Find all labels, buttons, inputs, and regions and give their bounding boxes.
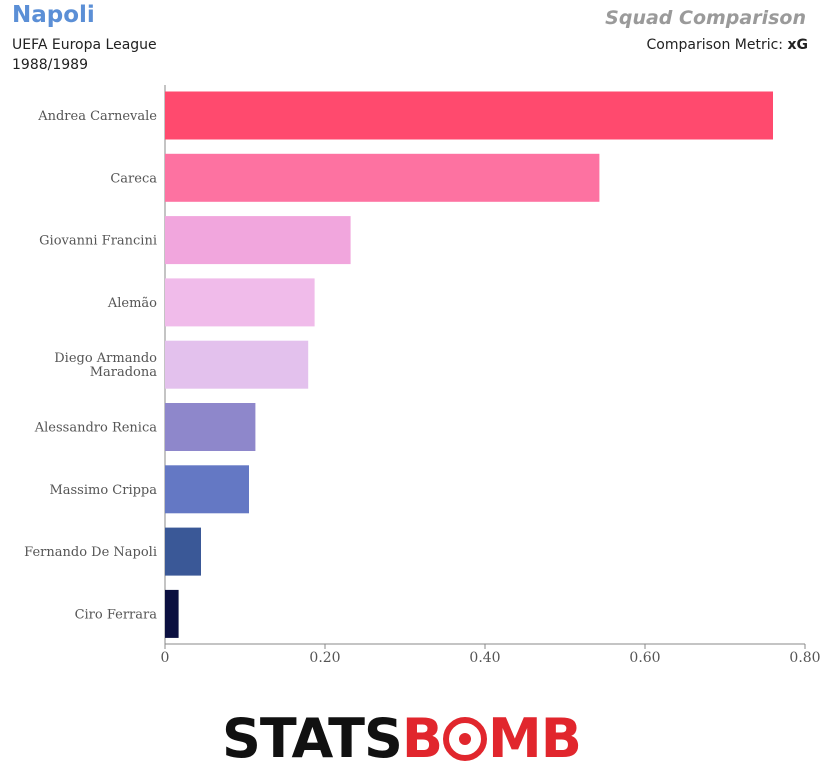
x-tick-label: 0.20 <box>309 650 340 666</box>
category-label: Giovanni Francini <box>39 234 157 249</box>
category-label: Alessandro Renica <box>34 421 157 436</box>
comparison-metric: Comparison Metric: xG <box>647 37 809 53</box>
competition-name: UEFA Europa League <box>12 37 157 53</box>
metric-value: xG <box>787 37 808 53</box>
category-label: Diego Armando <box>54 351 157 366</box>
bar-chart: Andrea Carnevale Careca Giovanni Francini A… <box>24 85 820 666</box>
target-icon <box>443 717 488 761</box>
x-tick-label: 0.80 <box>789 650 820 666</box>
category-label: Andrea Carnevale <box>37 109 157 124</box>
category-label: Alemão <box>107 296 157 311</box>
x-tick-label: 0 <box>161 650 170 666</box>
logo-text-b: B <box>401 707 443 770</box>
x-tick-label: 0.40 <box>469 650 500 666</box>
category-label: Careca <box>110 171 157 186</box>
bar <box>165 91 773 140</box>
category-label: Maradona <box>90 365 158 380</box>
chart-title: Squad Comparison <box>605 7 806 29</box>
logo-text-stats: STATS <box>222 707 403 770</box>
bar <box>165 589 179 638</box>
category-label: Fernando De Napoli <box>24 545 157 560</box>
team-name: Napoli <box>12 2 95 28</box>
bar <box>165 465 249 514</box>
logo-text-mb: MB <box>488 707 582 770</box>
bar <box>165 216 351 265</box>
bar <box>165 403 256 451</box>
bar <box>165 527 201 576</box>
statsbomb-logo: STATS B MB <box>222 707 582 770</box>
x-tick-label: 0.60 <box>629 650 660 666</box>
bar <box>165 340 309 389</box>
bar <box>165 278 315 327</box>
category-label: Ciro Ferrara <box>75 607 158 622</box>
metric-label: Comparison Metric: <box>646 37 784 53</box>
bar <box>165 153 600 202</box>
category-label: Massimo Crippa <box>49 483 157 498</box>
season-label: 1988/1989 <box>12 57 88 73</box>
